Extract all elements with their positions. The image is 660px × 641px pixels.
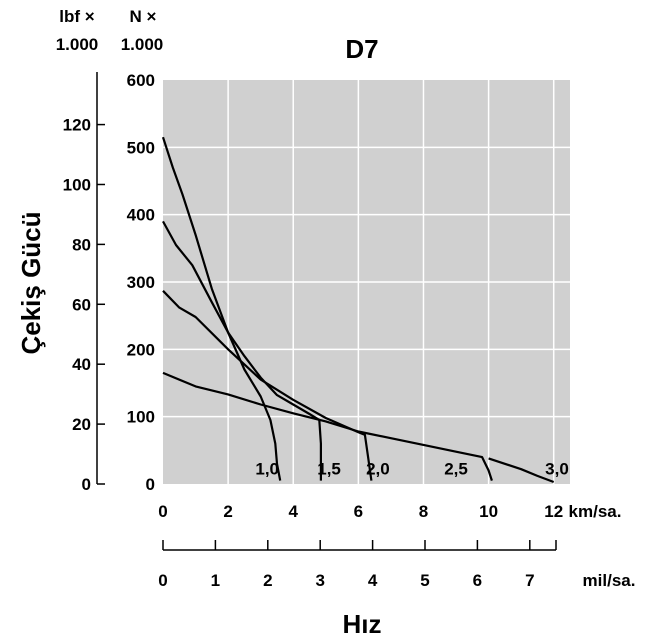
n-tick-label: 300	[127, 273, 155, 292]
kmh-tick-label: 0	[158, 502, 167, 521]
n-tick-label: 500	[127, 138, 155, 157]
lbf-unit-line1: lbf ×	[59, 7, 94, 26]
kmh-tick-label: 10	[479, 502, 498, 521]
lbf-unit-line2: 1.000	[56, 35, 99, 54]
mph-tick-label: 2	[263, 571, 272, 590]
axes	[96, 72, 557, 551]
curve-label: 1,0	[255, 460, 279, 479]
lbf-tick-label: 80	[72, 235, 91, 254]
mph-tick-label: 4	[368, 571, 378, 590]
curve-1-0	[161, 136, 282, 481]
curve-3-0	[488, 457, 555, 484]
n-tick-label: 400	[127, 206, 155, 225]
kmh-tick-label: 8	[419, 502, 428, 521]
curves	[161, 136, 555, 484]
n-tick-label: 200	[127, 340, 155, 359]
mph-tick-label: 3	[315, 571, 324, 590]
mph-tick-label: 0	[158, 571, 167, 590]
grid	[163, 80, 570, 484]
curve-label: 1,5	[317, 460, 341, 479]
curve-2-5	[162, 371, 493, 481]
chart-title: D7	[345, 34, 378, 64]
lbf-tick-label: 100	[63, 175, 91, 194]
n-unit-line2: 1.000	[121, 35, 164, 54]
kmh-tick-label: 4	[289, 502, 299, 521]
lbf-tick-label: 120	[63, 116, 91, 135]
labels: 1,0 1,5 2,0 2,5 3,00204060801001200100200300…	[16, 7, 635, 639]
curve-label: 2,0	[366, 460, 390, 479]
lbf-tick-label: 40	[72, 355, 91, 374]
mph-tick-label: 6	[473, 571, 482, 590]
lbf-tick-label: 60	[72, 295, 91, 314]
n-tick-label: 600	[127, 71, 155, 90]
kmh-tick-label: 2	[223, 502, 232, 521]
mph-unit-label: mil/sa.	[583, 571, 636, 590]
lbf-tick-label: 20	[72, 415, 91, 434]
n-tick-label: 0	[146, 475, 155, 494]
kmh-tick-label: 12	[544, 502, 563, 521]
y-axis-title: Çekiş Gücü	[16, 211, 46, 354]
n-unit-line1: N ×	[130, 7, 157, 26]
curve-label: 2,5	[444, 460, 468, 479]
curve-label: 3,0	[545, 460, 569, 479]
x-axis-title: Hız	[343, 609, 382, 639]
mph-tick-label: 7	[525, 571, 534, 590]
kmh-unit-label: km/sa.	[569, 502, 622, 521]
kmh-tick-label: 6	[354, 502, 363, 521]
n-tick-label: 100	[127, 408, 155, 427]
curve-2-0	[162, 290, 373, 481]
lbf-tick-label: 0	[82, 475, 91, 494]
mph-tick-label: 5	[420, 571, 429, 590]
mph-tick-label: 1	[211, 571, 220, 590]
